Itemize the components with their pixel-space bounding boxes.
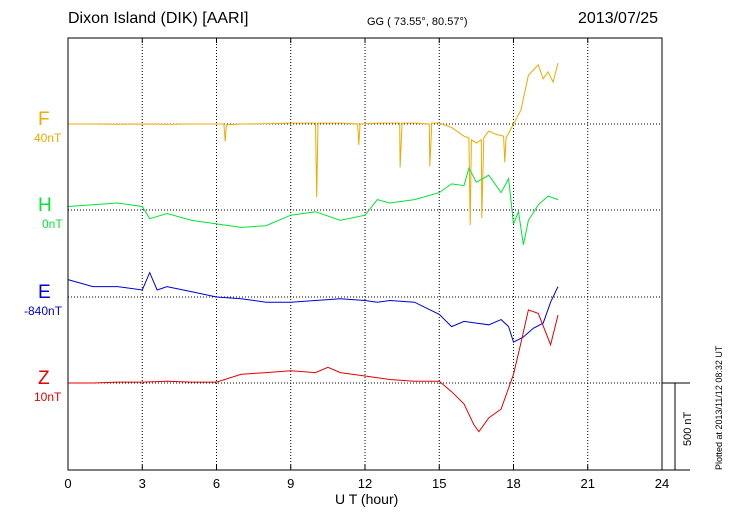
channel-E-baseline: -840nT [24,304,63,318]
x-tick-label: 21 [581,476,595,491]
channel-Z-name: Z [38,368,50,389]
channel-H-baseline: 0nT [42,217,63,231]
coordinates-label: GG ( 73.55°, 80.57°) [367,16,468,28]
channel-E-name: E [38,282,51,303]
x-tick-label: 0 [64,476,71,491]
channel-H-name: H [38,195,52,216]
station-title: Dixon Island (DIK) [AARI] [68,10,249,27]
series-line-Z [68,309,559,433]
x-tick-label: 12 [358,476,372,491]
series-line-H [67,166,559,245]
series-line-F [68,62,559,225]
grid-lines [68,38,662,470]
scale-bar [662,382,690,471]
plotted-timestamp: Plotted at 2013/11/12 08:32 UT [714,345,724,470]
x-tick-label: 3 [139,476,146,491]
x-axis-ticks: 0 3 6 9 12 15 18 21 24 [64,38,669,491]
channel-F-baseline: 40nT [34,131,62,145]
x-tick-label: 18 [506,476,520,491]
x-tick-label: 9 [287,476,294,491]
date-label: 2013/07/25 [578,10,659,27]
channel-F-name: F [38,109,50,130]
series-line-E [67,271,559,343]
x-tick-label: 6 [213,476,220,491]
channel-Z-baseline: 10nT [34,390,62,404]
x-tick-label: 24 [655,476,669,491]
x-tick-label: 15 [432,476,446,491]
data-traces [67,62,559,433]
x-axis-label: U T (hour) [335,491,399,507]
scale-bar-label: 500 nT [682,411,694,446]
